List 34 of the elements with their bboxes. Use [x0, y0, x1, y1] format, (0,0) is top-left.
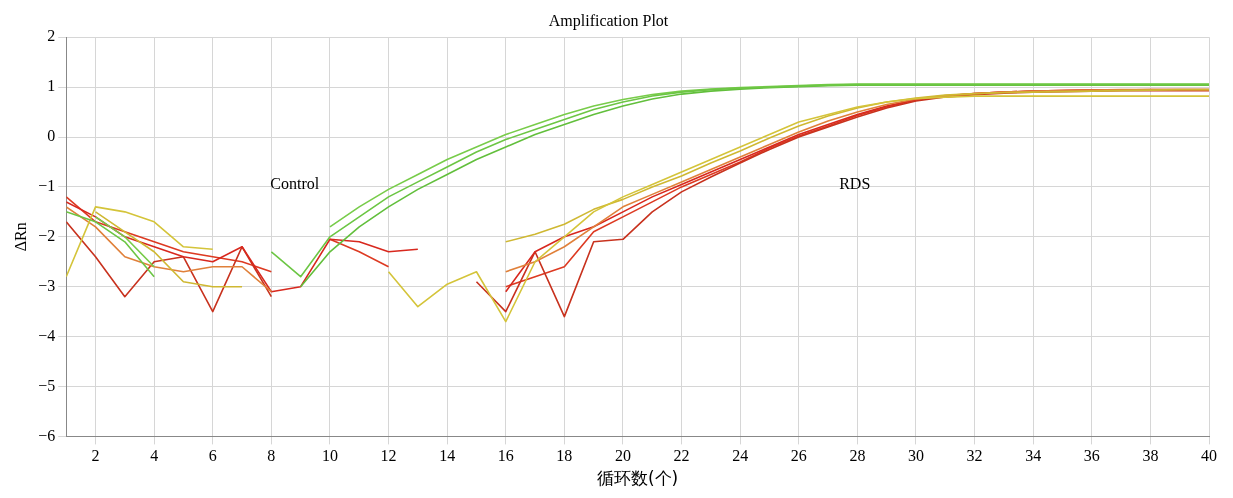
y-tick-label: −2 — [38, 227, 56, 244]
y-tick-label: −3 — [38, 276, 56, 294]
x-tick-label: 40 — [1201, 447, 1217, 465]
y-tick-label: −5 — [38, 376, 56, 394]
annotation: RDS — [839, 175, 871, 193]
y-tick-label: −6 — [38, 426, 56, 444]
x-tick-label: 4 — [150, 447, 159, 465]
x-tick-label: 8 — [267, 447, 276, 465]
x-tick-label: 26 — [790, 447, 807, 465]
x-tick-label: 6 — [208, 447, 217, 465]
chart-title: Amplification Plot — [548, 11, 669, 30]
y-tick-label: −4 — [38, 326, 56, 344]
x-tick-label: 36 — [1083, 447, 1100, 465]
x-tick-label: 10 — [321, 447, 338, 465]
y-axis-title: ΔRn — [11, 222, 29, 252]
y-tick-label: 0 — [47, 127, 56, 145]
x-tick-label: 14 — [439, 447, 456, 465]
x-tick-label: 20 — [614, 447, 631, 465]
y-tick-label: 2 — [47, 27, 56, 45]
x-tick-label: 34 — [1025, 447, 1042, 465]
x-tick-label: 16 — [497, 447, 514, 465]
x-tick-label: 12 — [380, 447, 397, 465]
annotation: Control — [270, 175, 320, 193]
x-tick-label: 2 — [91, 447, 100, 465]
x-tick-label: 32 — [966, 447, 983, 465]
x-tick-label: 22 — [673, 447, 690, 465]
y-tick-label: −1 — [38, 177, 56, 195]
y-tick-label: 1 — [47, 77, 56, 95]
x-tick-label: 24 — [732, 447, 749, 465]
x-tick-label: 28 — [849, 447, 866, 465]
x-axis-title: 循环数(个) — [596, 468, 679, 489]
x-tick-label: 38 — [1142, 447, 1159, 465]
x-tick-label: 30 — [907, 447, 924, 465]
x-tick-label: 18 — [556, 447, 573, 465]
